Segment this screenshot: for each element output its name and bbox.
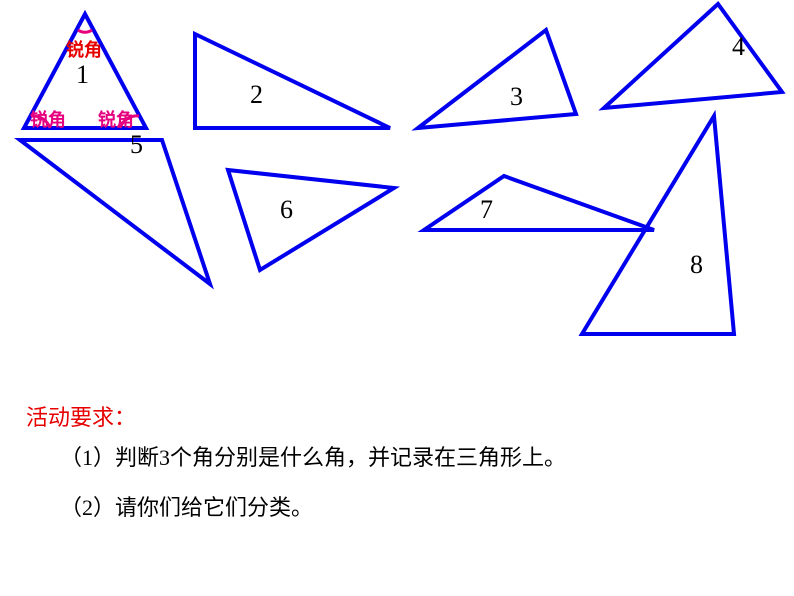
triangle-8-number: 8 bbox=[690, 250, 703, 280]
requirement-2: （2）请你们给它们分类。 bbox=[60, 490, 313, 522]
triangle-1-number: 1 bbox=[76, 60, 89, 90]
angle-label-right: 锐角 bbox=[98, 106, 134, 132]
triangles-svg bbox=[0, 0, 794, 360]
triangle-3-number: 3 bbox=[510, 82, 523, 112]
angle-label-left: 锐角 bbox=[30, 106, 66, 132]
activity-requirements-title: 活动要求： bbox=[26, 400, 136, 432]
triangle-6-number: 6 bbox=[280, 195, 293, 225]
triangle-4-number: 4 bbox=[732, 32, 745, 62]
triangle-5-number: 5 bbox=[130, 130, 143, 160]
requirement-1: （1）判断3个角分别是什么角，并记录在三角形上。 bbox=[60, 440, 566, 472]
angle-label-top: 锐角 bbox=[66, 36, 102, 62]
triangle-7-number: 7 bbox=[480, 195, 493, 225]
triangles-diagram: 1 2 3 4 5 6 7 8 锐角 锐角 锐角 bbox=[0, 0, 794, 360]
triangle-2-number: 2 bbox=[250, 80, 263, 110]
